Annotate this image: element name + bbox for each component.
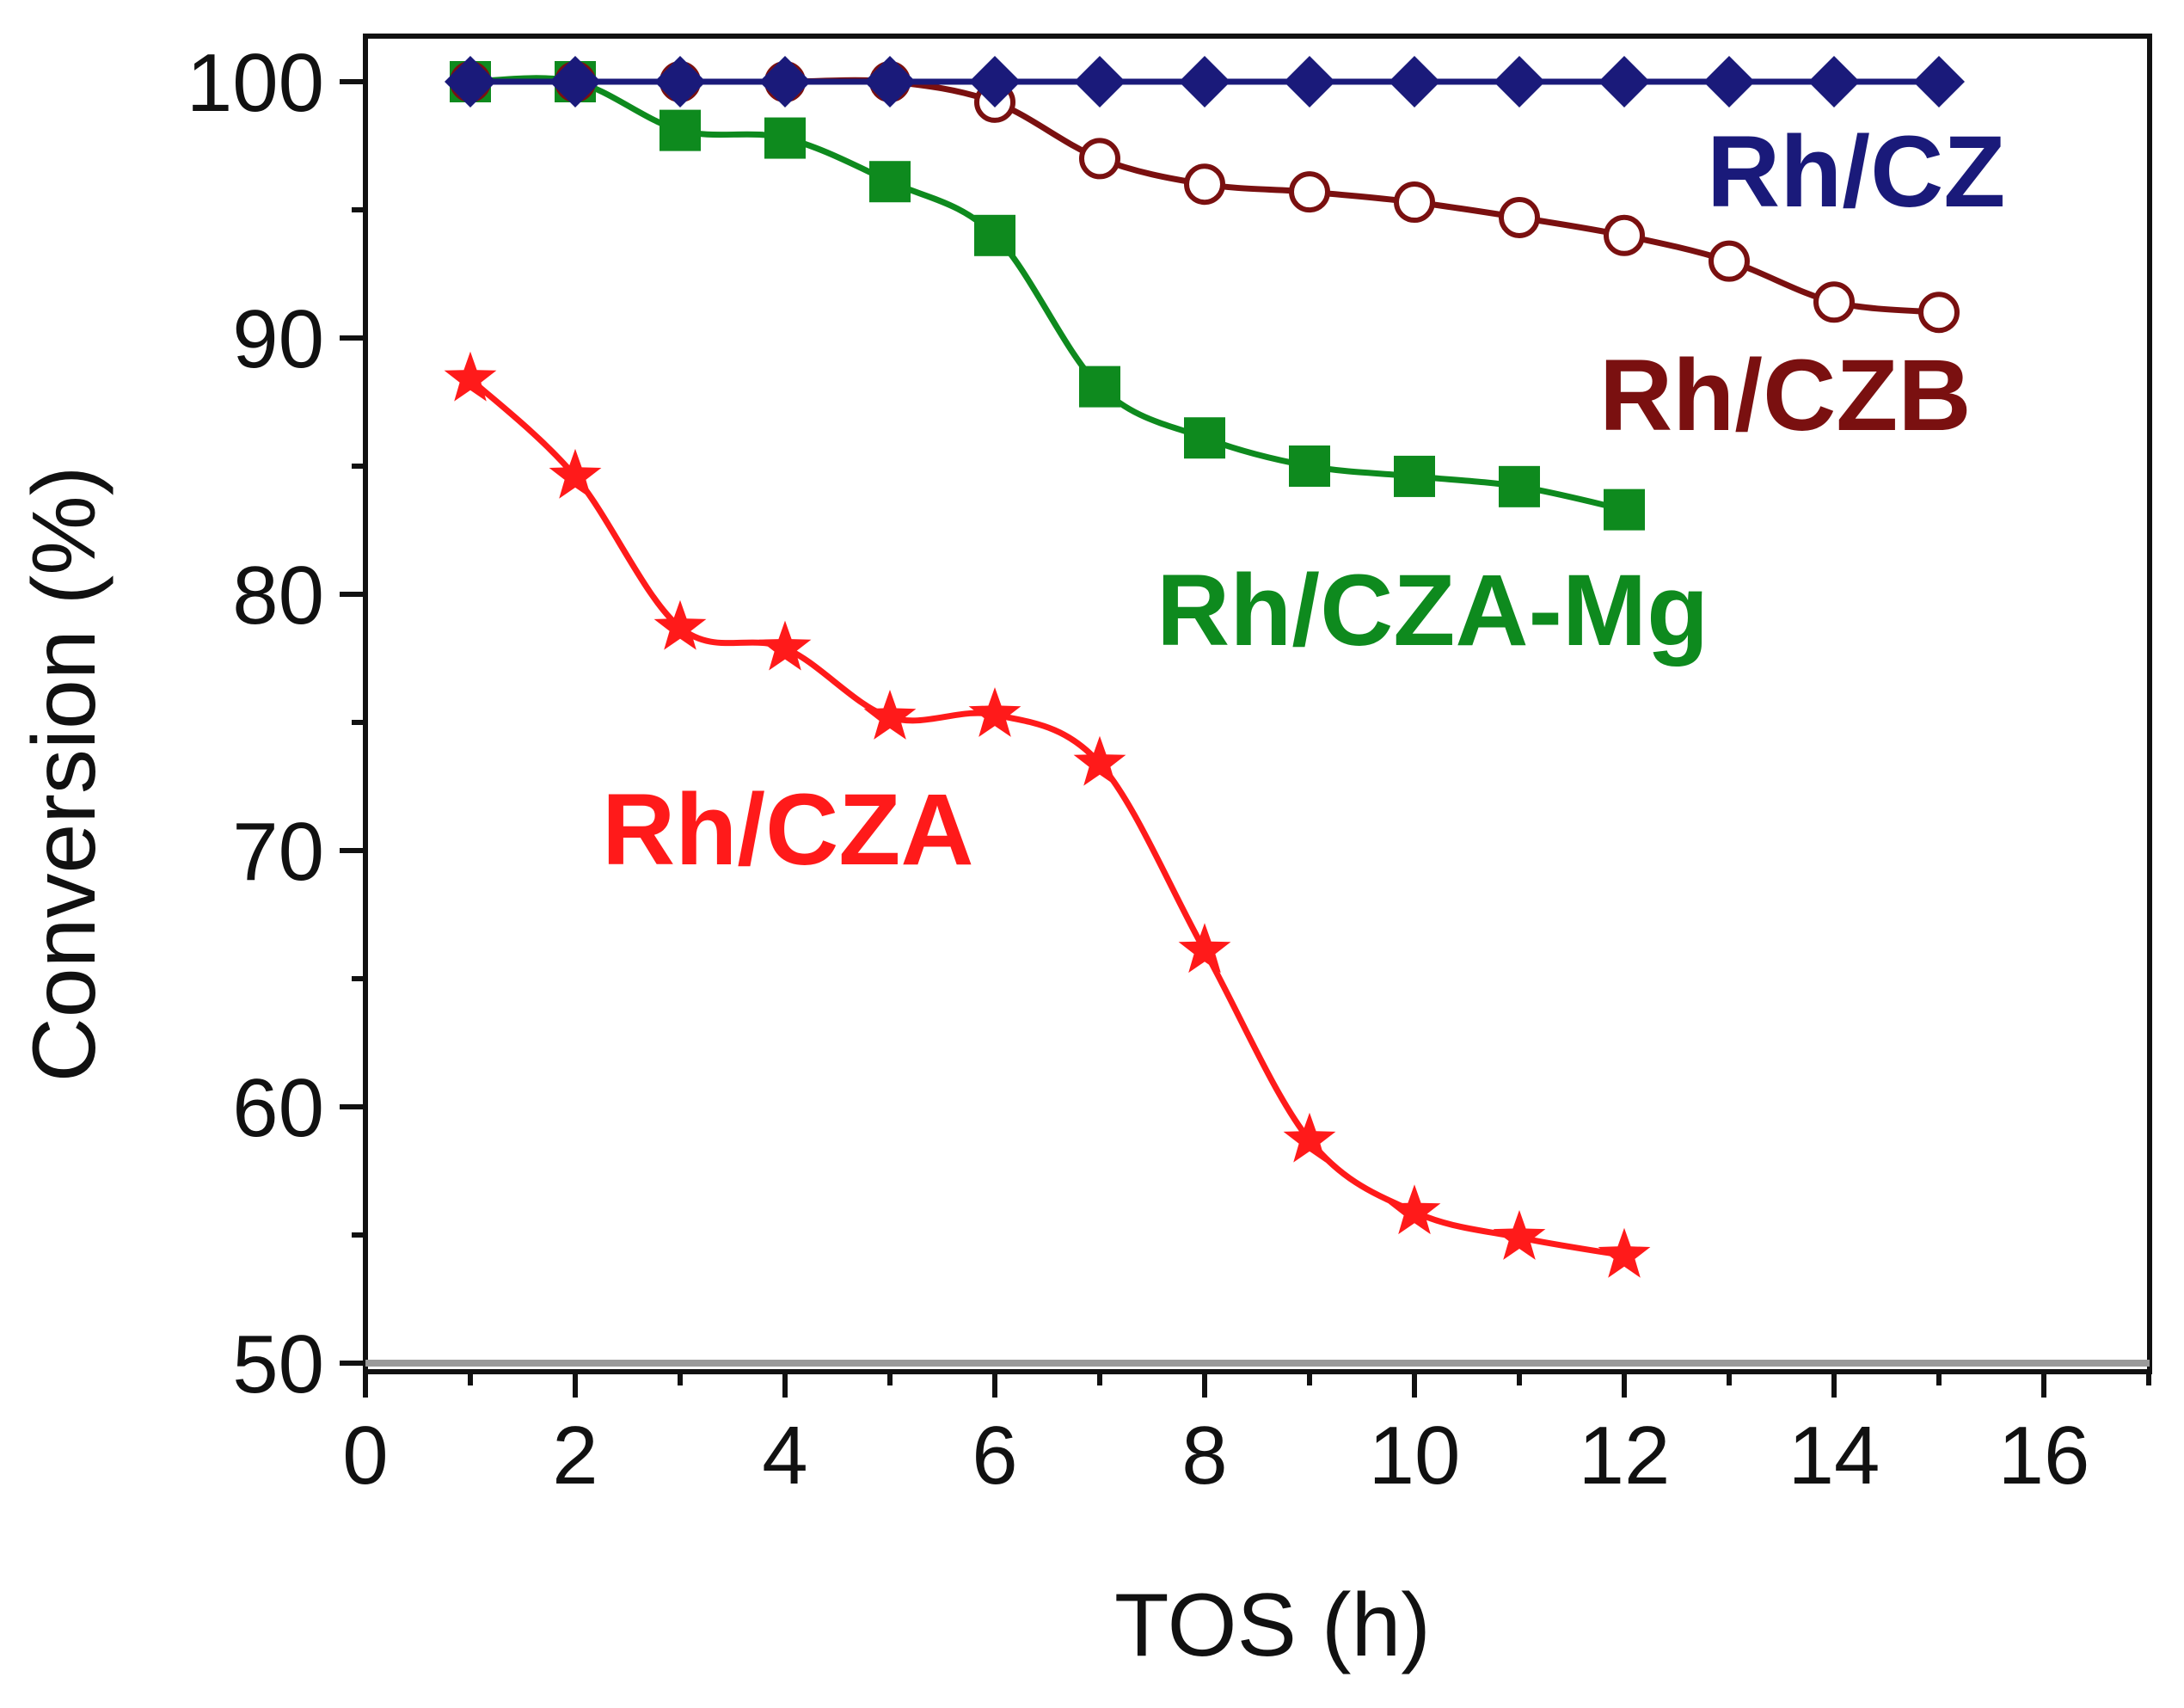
y-tick-label: 100 (187, 37, 324, 129)
x-axis-title: TOS (h) (1114, 1576, 1431, 1675)
series-label-rh-cza-mg: Rh/CZA-Mg (1156, 554, 1709, 667)
data-point-diamond (1179, 56, 1230, 108)
x-tick-label: 0 (342, 1410, 388, 1502)
data-point-circle (1918, 292, 1960, 334)
data-point-square (1499, 465, 1540, 507)
y-axis-title: Conversion (%) (15, 466, 114, 1083)
data-point-circle (1079, 138, 1120, 180)
x-tick-label: 6 (972, 1410, 1017, 1502)
data-point-star (758, 620, 812, 671)
data-point-circle (1604, 214, 1645, 256)
plot-frame (363, 34, 2152, 1374)
data-point-square (764, 117, 806, 159)
data-point-star (1598, 1227, 1651, 1278)
series-rh-cza (444, 351, 1651, 1278)
data-point-diamond (654, 56, 706, 108)
data-point-square (1184, 417, 1225, 459)
data-point-square (1604, 488, 1645, 531)
data-point-square (1289, 445, 1330, 487)
data-point-diamond (864, 56, 916, 108)
x-tick-label: 16 (1998, 1410, 2090, 1502)
x-tick-label: 12 (1579, 1410, 1671, 1502)
data-point-diamond (445, 56, 496, 108)
x-axis: 0 2 4 6 8 10 12 14 16 (342, 1372, 2151, 1502)
y-tick-label: 90 (232, 293, 324, 385)
data-point-diamond (969, 56, 1021, 108)
data-point-circle (1709, 240, 1750, 282)
data-point-diamond (1494, 56, 1545, 108)
x-tick-label: 4 (762, 1410, 807, 1502)
data-point-circle (1184, 163, 1225, 206)
series-label-rh-cz: Rh/CZ (1707, 115, 2005, 229)
data-point-diamond (1389, 56, 1440, 108)
data-point-star (653, 599, 707, 650)
data-point-star (968, 687, 1021, 737)
y-axis: 50 60 70 80 90 100 (187, 37, 365, 1410)
x-tick-label: 8 (1181, 1410, 1227, 1502)
data-point-circle (1499, 196, 1540, 238)
data-point-square (869, 161, 911, 203)
data-point-star (444, 351, 497, 402)
data-point-diamond (1808, 56, 1860, 108)
data-point-square (1394, 455, 1435, 497)
series-label-rh-czb: Rh/CZB (1599, 339, 1972, 452)
data-point-diamond (1284, 56, 1335, 108)
data-point-diamond (1074, 56, 1126, 108)
data-point-diamond (549, 56, 601, 108)
y-tick-label: 70 (232, 806, 324, 898)
plot-border (363, 34, 2152, 1374)
data-point-diamond (1913, 56, 1965, 108)
data-point-circle (1394, 181, 1435, 224)
data-point-star (549, 448, 602, 499)
y-tick-label: 80 (232, 550, 324, 642)
data-point-circle (1289, 171, 1330, 213)
data-point-star (1388, 1184, 1441, 1235)
data-point-star (1178, 923, 1231, 974)
data-point-star (1283, 1112, 1336, 1163)
series-rh-cz (445, 56, 1965, 108)
series-label-rh-cza: Rh/CZA (602, 773, 974, 887)
data-point-diamond (1598, 56, 1650, 108)
data-point-circle (1813, 281, 1855, 323)
data-point-star (1493, 1210, 1546, 1260)
data-point-square (659, 109, 701, 151)
series-layer (444, 56, 1965, 1278)
y-tick-label: 50 (232, 1318, 324, 1410)
data-point-star (1073, 735, 1126, 786)
data-point-diamond (759, 56, 811, 108)
data-point-square (974, 214, 1015, 256)
data-point-star (863, 690, 917, 740)
data-point-square (1079, 366, 1120, 408)
x-tick-label: 14 (1788, 1410, 1880, 1502)
data-point-diamond (1703, 56, 1755, 108)
x-tick-label: 2 (552, 1410, 598, 1502)
x-tick-label: 10 (1369, 1410, 1461, 1502)
y-tick-label: 60 (232, 1062, 324, 1154)
